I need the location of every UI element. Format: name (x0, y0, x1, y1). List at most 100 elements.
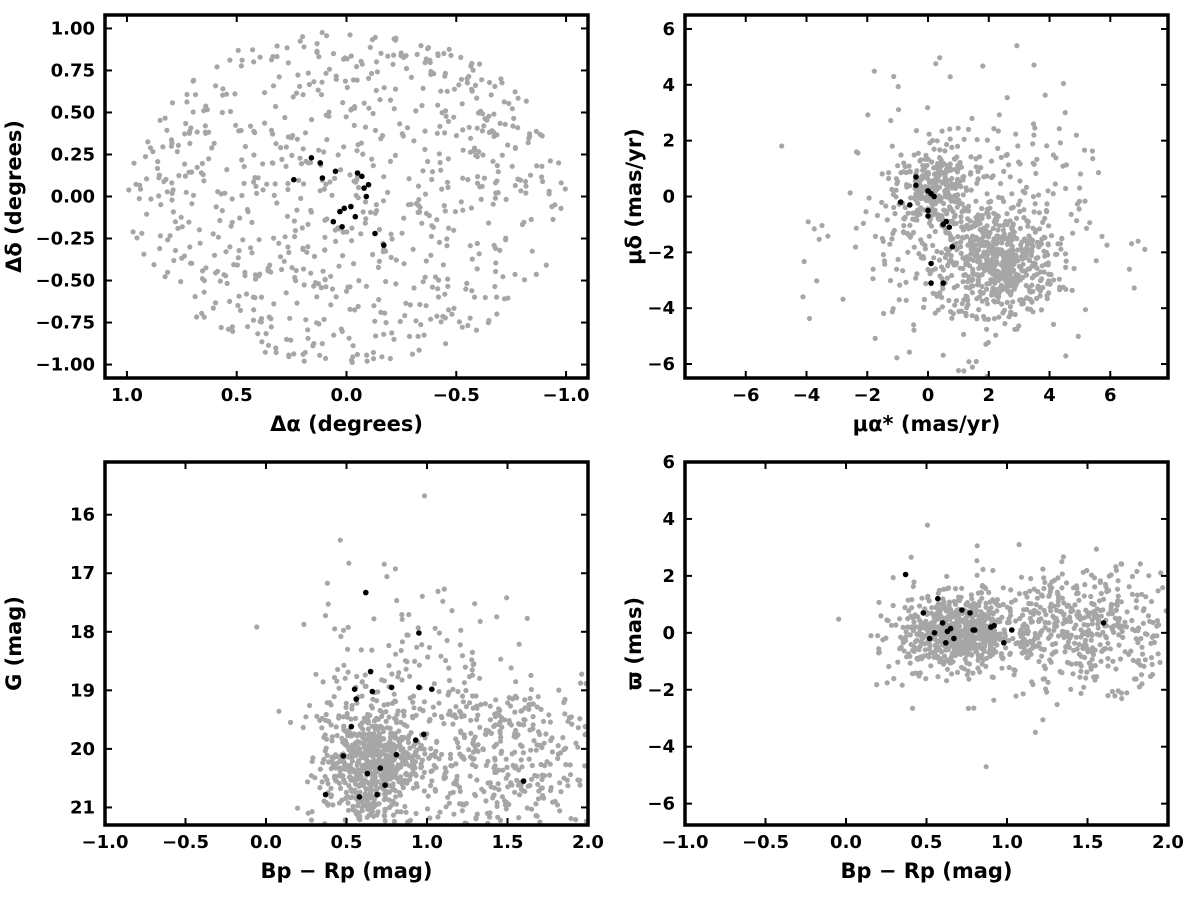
field-star-point (381, 797, 387, 803)
field-star-point (1017, 208, 1023, 215)
field-star-point (369, 803, 376, 810)
field-star-point (401, 261, 407, 267)
field-star-point (1000, 655, 1006, 661)
field-star-point (989, 674, 995, 680)
field-star-point (206, 156, 212, 162)
field-star-point (1114, 586, 1121, 592)
field-star-point (273, 349, 279, 356)
field-star-point (447, 751, 454, 758)
field-star-point (931, 165, 937, 171)
field-star-point (995, 145, 1001, 151)
field-star-point (1088, 572, 1095, 578)
field-star-point (1138, 635, 1144, 642)
field-star-point (183, 120, 189, 127)
field-star-point (398, 736, 404, 742)
field-star-point (816, 236, 822, 242)
field-star-point (1039, 653, 1045, 659)
field-star-point (362, 124, 369, 130)
field-star-point (959, 628, 965, 634)
field-star-point (442, 291, 448, 297)
field-star-point (397, 318, 403, 325)
field-star-point (906, 169, 913, 175)
field-star-point (1135, 627, 1141, 634)
field-star-point (901, 160, 907, 166)
field-star-point (1142, 631, 1148, 637)
field-star-point (947, 126, 953, 132)
field-star-point (880, 637, 886, 643)
field-star-point (289, 135, 295, 141)
field-star-point (958, 218, 964, 225)
field-star-point (333, 294, 339, 300)
field-star-point (1020, 623, 1026, 629)
field-star-point (359, 720, 365, 726)
field-star-point (403, 666, 409, 672)
field-star-point (345, 624, 351, 630)
field-star-point (154, 165, 161, 171)
field-star-point (362, 220, 368, 226)
field-star-point (973, 358, 979, 365)
member-star-point (429, 686, 435, 692)
field-star-point (866, 195, 872, 201)
field-star-point (982, 629, 988, 636)
field-star-point (573, 817, 579, 823)
field-star-point (974, 543, 980, 549)
field-star-point (469, 88, 475, 94)
field-star-point (218, 191, 224, 197)
field-star-point (554, 802, 561, 808)
field-star-point (499, 724, 505, 730)
field-star-point (358, 724, 364, 730)
field-star-point (375, 264, 381, 270)
field-star-point (355, 142, 361, 148)
field-star-point (459, 802, 465, 808)
field-star-point (1040, 219, 1046, 225)
field-star-point (1024, 295, 1030, 301)
field-star-point (385, 701, 391, 707)
field-star-point (527, 172, 534, 178)
field-star-point (340, 100, 346, 106)
field-star-point (558, 180, 564, 186)
field-star-point (474, 777, 480, 783)
field-star-point (497, 817, 504, 824)
field-star-point (421, 788, 427, 794)
field-star-point (284, 336, 290, 342)
field-star-point (985, 233, 991, 239)
field-star-point (1013, 215, 1020, 221)
field-star-point (407, 695, 413, 701)
field-star-point (322, 217, 328, 223)
field-star-point (459, 754, 465, 760)
field-star-point (1021, 630, 1028, 636)
field-star-point (933, 604, 939, 611)
field-star-point (497, 730, 503, 736)
field-star-point (1083, 675, 1089, 681)
field-star-point (579, 671, 585, 677)
field-star-point (1134, 592, 1140, 598)
field-star-point (446, 225, 452, 231)
field-star-point (1020, 297, 1026, 303)
field-star-point (1034, 156, 1040, 162)
field-star-point (322, 773, 328, 780)
field-star-point (434, 313, 440, 319)
field-star-point (1024, 623, 1030, 630)
field-star-point (200, 268, 206, 274)
field-star-point (453, 715, 459, 721)
member-star-point (925, 207, 931, 214)
field-star-point (998, 181, 1004, 187)
field-star-point (192, 92, 199, 98)
field-star-point (144, 211, 150, 217)
field-star-point (980, 621, 986, 627)
field-star-point (167, 233, 173, 239)
field-star-point (467, 773, 473, 779)
field-star-point (236, 128, 242, 134)
field-star-point (415, 183, 422, 189)
field-star-point (211, 140, 217, 146)
field-star-point (988, 249, 995, 255)
field-star-point (492, 769, 498, 776)
field-star-point (876, 646, 882, 652)
field-star-point (959, 585, 965, 591)
field-star-point (940, 596, 946, 602)
field-star-point (330, 51, 337, 57)
field-star-point (530, 714, 536, 720)
field-star-point (990, 257, 996, 263)
field-star-point (299, 34, 306, 40)
field-star-point (886, 175, 892, 182)
